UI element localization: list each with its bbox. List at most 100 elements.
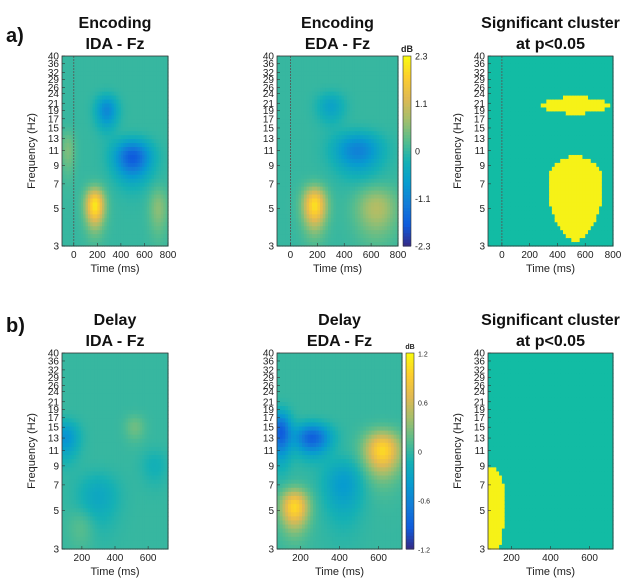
heatmap-cell (301, 87, 305, 93)
heatmap-cell (62, 182, 65, 188)
heatmap-cell (368, 226, 372, 231)
heatmap-cell (499, 206, 503, 211)
heatmap-cell (277, 107, 281, 113)
heatmap-cell (163, 95, 167, 101)
heatmap-cell (501, 87, 506, 93)
heatmap-cell (499, 83, 503, 89)
heatmap-cell (156, 67, 160, 73)
heatmap-cell (295, 182, 300, 188)
heatmap-cell (376, 182, 380, 188)
heatmap-cell (92, 87, 96, 93)
heatmap-cell (92, 83, 96, 89)
heatmap-cell (341, 202, 345, 208)
heatmap-cell (137, 59, 141, 65)
heatmap-cell (104, 230, 108, 235)
heatmap-cell (97, 87, 101, 93)
heatmap-cell (142, 206, 146, 211)
heatmap-cell (135, 230, 138, 235)
heatmap-cell (99, 63, 103, 69)
heatmap-cell (376, 111, 380, 116)
heatmap-cell (109, 107, 113, 113)
heatmap-cell (127, 143, 131, 148)
heatmap-cell (330, 222, 335, 227)
heatmap-cell (325, 190, 329, 196)
heatmap-cell (365, 56, 370, 61)
heatmap-cell (76, 99, 80, 105)
heatmap-cell (317, 75, 321, 81)
heatmap-cell (90, 56, 94, 61)
heatmap-cell (151, 194, 155, 200)
heatmap-cell (132, 174, 136, 180)
heatmap-cell (277, 71, 281, 77)
heatmap-cell (132, 234, 136, 239)
heatmap-cell (127, 71, 131, 77)
heatmap-cell (507, 91, 511, 97)
heatmap-cell (123, 198, 127, 204)
heatmap-cell (493, 111, 497, 116)
heatmap-cell (311, 87, 316, 93)
heatmap-cell (109, 154, 113, 160)
heatmap-cell (151, 103, 155, 109)
heatmap-cell (384, 226, 388, 231)
heatmap-cell (132, 166, 136, 172)
heatmap-cell (78, 214, 82, 219)
heatmap-cell (279, 127, 283, 132)
heatmap-cell (111, 230, 115, 235)
heatmap-cell (73, 107, 77, 113)
heatmap-cell (346, 170, 351, 176)
heatmap-cell (71, 67, 75, 73)
heatmap-cell (125, 222, 129, 227)
heatmap-cell (333, 91, 337, 97)
heatmap-cell (109, 198, 113, 204)
heatmap-cell (97, 139, 101, 144)
heatmap-cell (328, 111, 332, 116)
heatmap-cell (501, 99, 506, 105)
heatmap-cell (499, 194, 503, 200)
heatmap-cell (344, 63, 348, 69)
heatmap-cell (80, 174, 84, 180)
heatmap-cell (282, 182, 286, 188)
heatmap-cell (142, 202, 146, 208)
heatmap-cell (295, 190, 300, 196)
heatmap-cell (395, 59, 399, 65)
heatmap-cell (513, 206, 517, 211)
heatmap-cell (392, 87, 396, 93)
heatmap-cell (504, 158, 509, 164)
heatmap-cell (106, 63, 110, 69)
heatmap-cell (303, 56, 308, 61)
heatmap-cell (389, 131, 394, 136)
heatmap-cell (279, 131, 283, 136)
heatmap-cell (325, 151, 329, 156)
heatmap-cell (156, 131, 160, 136)
heatmap-cell (120, 202, 124, 208)
heatmap-cell (290, 158, 294, 164)
heatmap-cell (298, 83, 302, 89)
heatmap-cell (160, 202, 164, 208)
heatmap-cell (109, 87, 113, 93)
heatmap-cell (363, 202, 367, 208)
heatmap-cell (376, 135, 380, 140)
heatmap-cell (125, 162, 129, 168)
heatmap-cell (371, 63, 375, 69)
heatmap-cell (76, 71, 80, 77)
heatmap-cell (76, 119, 80, 124)
heatmap-cell (507, 162, 511, 168)
heatmap-cell (320, 158, 324, 164)
heatmap-cell (66, 174, 70, 180)
heatmap-cell (94, 111, 98, 116)
heatmap-cell (163, 59, 167, 65)
heatmap-cell (146, 91, 150, 97)
heatmap-cell (389, 95, 394, 101)
heatmap-cell (381, 214, 386, 219)
heatmap-cell (94, 87, 98, 93)
heatmap-cell (62, 166, 65, 172)
heatmap-cell (87, 154, 91, 160)
heatmap-cell (116, 75, 120, 81)
heatmap-cell (149, 170, 153, 176)
heatmap-cell (349, 115, 353, 120)
heatmap-cell (328, 230, 332, 235)
heatmap-cell (325, 103, 329, 109)
heatmap-cell (322, 95, 326, 101)
heatmap-cell (317, 174, 321, 180)
heatmap-cell (277, 158, 281, 164)
